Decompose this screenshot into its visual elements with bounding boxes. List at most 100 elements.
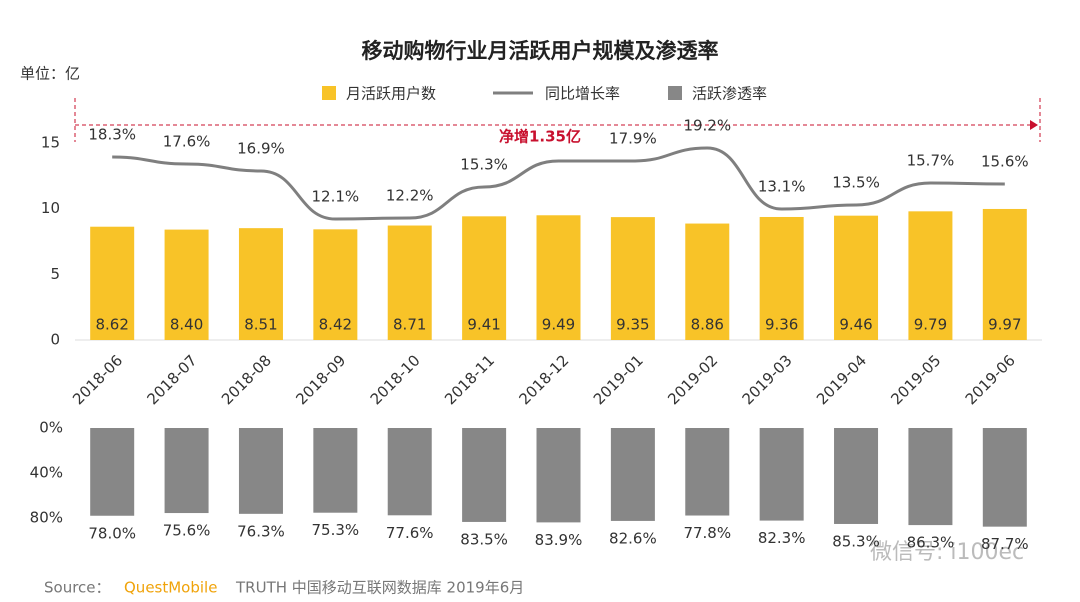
bar-value-label: 9.41 [467,316,500,334]
x-tick-label: 2019-01 [590,351,647,408]
x-tick-label: 2018-09 [292,351,349,408]
annotation-bg [488,126,592,148]
line-value-label: 15.6% [981,153,1029,171]
legend-label: 同比增长率 [545,85,620,103]
bar-value-label: 86.3% [907,534,955,552]
line-value-label: 16.9% [237,140,285,158]
bar [834,215,879,340]
penetration-bar [238,428,283,514]
bar [536,215,581,340]
bar-value-label: 8.40 [170,316,203,334]
x-tick-label: 2019-02 [664,351,721,408]
y-tick-label: 15 [41,133,60,151]
line-value-label: 12.1% [312,188,360,206]
legend-label: 活跃渗透率 [692,85,767,103]
penetration-bar [536,428,581,523]
source-brand: QuestMobile [124,579,217,597]
bar [685,223,730,340]
legend-swatch [668,86,682,100]
bar-value-label: 8.86 [691,316,724,334]
bar-value-label: 82.3% [758,529,806,547]
bar-value-label: 83.5% [460,530,508,548]
bar-value-label: 9.36 [765,316,798,334]
bar-value-label: 9.79 [914,316,947,334]
bar-value-label: 75.3% [312,521,360,539]
line-value-label: 17.6% [163,133,211,151]
y-tick-label: 0 [50,331,60,349]
bar-value-label: 8.62 [95,316,128,334]
bar-value-label: 8.51 [244,316,277,334]
source-label: Source： [44,579,111,597]
bar-value-label: 83.9% [535,531,583,549]
x-tick-label: 2018-08 [218,351,275,408]
penetration-bar [90,428,135,516]
chart-title: 移动购物行业月活跃用户规模及渗透率 [362,39,719,63]
y-tick-label: 5 [50,265,60,283]
bar [164,229,209,340]
y-tick-label: 10 [41,199,60,217]
x-tick-label: 2019-03 [739,351,796,408]
bar [759,216,804,340]
penetration-bar [759,428,804,521]
bar-value-label: 77.6% [386,524,434,542]
bar [908,211,953,340]
bar [462,216,507,340]
bar [982,208,1027,340]
line-value-label: 15.3% [460,156,508,174]
unit-label: 单位：亿 [20,65,80,83]
line-value-label: 13.5% [832,174,880,192]
bar-value-label: 78.0% [88,524,136,542]
penetration-bar [834,428,879,524]
bar [387,225,432,340]
x-tick-label: 2018-11 [441,351,498,408]
legend-swatch [322,86,336,100]
penetration-bar [610,428,655,521]
arrow-head [1030,120,1038,130]
bar-value-label: 82.6% [609,529,657,547]
penetration-bar [313,428,358,513]
line-value-label: 18.3% [88,126,136,144]
y-tick-label: 40% [30,464,63,482]
bar-value-label: 77.8% [683,524,731,542]
legend-label: 月活跃用户数 [346,85,436,103]
bar-value-label: 76.3% [237,522,285,540]
line-value-label: 15.7% [907,152,955,170]
x-tick-label: 2019-04 [813,351,870,408]
bar-value-label: 9.46 [839,316,872,334]
bar-value-label: 8.42 [319,316,352,334]
bar-value-label: 87.7% [981,535,1029,553]
bar-value-label: 85.3% [832,532,880,550]
y-tick-label: 0% [39,419,63,437]
line-value-label: 13.1% [758,178,806,196]
line-value-label: 12.2% [386,187,434,205]
x-tick-label: 2018-10 [367,351,424,408]
bar-value-label: 9.97 [988,316,1021,334]
x-tick-label: 2018-06 [69,351,126,408]
penetration-bar [462,428,507,522]
bar-value-label: 75.6% [163,522,211,540]
line-value-label: 19.2% [683,117,731,135]
penetration-bar [164,428,209,514]
penetration-bar [387,428,432,516]
bar [90,226,135,340]
bar-value-label: 8.71 [393,316,426,334]
annotation: 净增1.35亿 [499,128,581,146]
x-tick-label: 2019-05 [887,351,944,408]
bar [238,228,283,340]
bar [313,229,358,340]
x-tick-label: 2019-06 [962,351,1019,408]
line-value-label: 17.9% [609,130,657,148]
x-tick-label: 2018-07 [144,351,201,408]
bar-value-label: 9.49 [542,316,575,334]
growth-line [112,146,1005,221]
penetration-bar [685,428,730,516]
watermark: 微信号: i100ec [870,540,1024,565]
penetration-bar [908,428,953,526]
y-tick-label: 80% [30,509,63,527]
x-tick-label: 2018-12 [515,351,572,408]
penetration-bar [982,428,1027,527]
bar [610,217,655,340]
bar-value-label: 9.35 [616,316,649,334]
source-text: TRUTH 中国移动互联网数据库 2019年6月 [235,579,524,597]
